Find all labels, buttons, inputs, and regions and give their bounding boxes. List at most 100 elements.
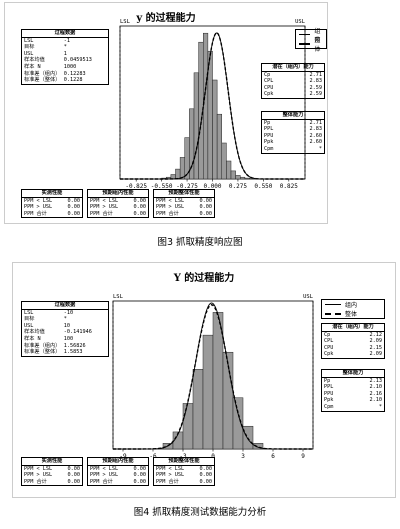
stat-value: 2.60: [309, 132, 323, 139]
histogram-bar: [202, 334, 214, 450]
stat-row: USL 10: [22, 323, 108, 330]
stat-label: CPU: [264, 84, 274, 91]
observed-performance-box-1: 实测性能 PPM < LSL 0.00 PPM > USL 0.00 PPM 合计 0.00: [21, 189, 83, 219]
stat-value: 0.00: [199, 197, 213, 204]
plot-frame: [119, 25, 306, 180]
stat-row: PPM < LSL 0.00: [22, 466, 82, 473]
stat-value: 2.09: [369, 351, 383, 358]
stat-row: 样本 N 100: [22, 336, 108, 343]
stat-value: 2.71: [309, 119, 323, 126]
stat-row: LSL -10: [22, 310, 108, 317]
box-header: 预期组内性能: [88, 190, 148, 198]
histogram-bar: [179, 157, 185, 180]
expected-overall-box-2: 预期整体性能 PPM < LSL 0.00 PPM > USL 0.00 PPM 合计 0.…: [153, 457, 215, 487]
stat-label: PPM < LSL: [90, 465, 119, 472]
stat-label: PPM > USL: [90, 204, 119, 211]
caption-1: 图3 抓取精度响应图: [157, 237, 243, 248]
overall-capability-box-1: 整体能力 Pp 2.71 PPL 2.83 PPU 2.60 Ppk 2.60 Cpm *: [261, 111, 325, 154]
histogram-bar: [226, 160, 232, 180]
stat-value: 1000: [63, 63, 77, 70]
stat-row: 样本均值 0.0459513: [22, 57, 108, 64]
stat-row: PPM 合计 0.00: [88, 211, 148, 218]
stat-value: 0.00: [67, 197, 81, 204]
stat-label: PPU: [324, 390, 334, 397]
stat-label: Cp: [324, 331, 331, 338]
stat-row: PPM 合计 0.00: [154, 211, 214, 218]
stat-label: USL: [24, 50, 34, 57]
stat-label: LSL: [24, 309, 34, 316]
stat-row: PPM > USL 0.00: [154, 472, 214, 479]
x-tick-label: 0.825: [280, 183, 298, 190]
stat-row: CPL 2.83: [262, 78, 324, 85]
stat-label: USL: [24, 322, 34, 329]
legend-item-overall: 整体: [322, 309, 384, 318]
histogram-bar: [162, 443, 174, 450]
stat-value: 0.00: [199, 210, 213, 217]
x-tick-label: 9: [301, 453, 305, 460]
stat-row: PPM > USL 0.00: [22, 204, 82, 211]
chart-title-2: Y 的过程能力: [173, 273, 235, 284]
stat-value: 2.13: [369, 377, 383, 384]
box-header: 潜在（组内）能力: [322, 324, 384, 332]
stat-value: 0.00: [133, 197, 147, 204]
box-header: 预期组内性能: [88, 458, 148, 466]
stat-value: 0.00: [199, 472, 213, 479]
stat-label: PPM > USL: [24, 472, 53, 479]
box-header: 潜在（组内）能力: [262, 64, 324, 72]
stat-label: PPM 合计: [90, 210, 113, 217]
stat-row: Ppk 2.60: [262, 139, 324, 146]
stat-value: 0.00: [67, 204, 81, 211]
histogram-bar: [242, 425, 254, 450]
observed-performance-box-2: 实测性能 PPM < LSL 0.00 PPM > USL 0.00 PPM 合计 0.00: [21, 457, 83, 487]
stat-row: Pp 2.13: [322, 378, 384, 385]
box-header: 实测性能: [22, 190, 82, 198]
stat-row: USL 1: [22, 51, 108, 58]
histogram-bar: [189, 108, 195, 180]
expected-overall-box-1: 预期整体性能 PPM < LSL 0.00 PPM > USL 0.00 PPM 合计 0.…: [153, 189, 215, 219]
stat-value: 1.5853: [63, 349, 83, 356]
stat-label: 样本 N: [24, 335, 41, 342]
stat-row: LSL -1: [22, 38, 108, 45]
x-tick-label: 0.550: [254, 183, 272, 190]
stat-label: Cp: [264, 71, 271, 78]
histogram-bar: [222, 351, 234, 450]
histogram-bar: [212, 79, 218, 180]
expected-within-box-1: 预期组内性能 PPM < LSL 0.00 PPM > USL 0.00 PPM 合计 0.…: [87, 189, 149, 219]
stat-value: 2.59: [309, 84, 323, 91]
stat-label: CPL: [264, 78, 274, 85]
stat-value: 0.00: [199, 478, 213, 485]
box-header: 实测性能: [22, 458, 82, 466]
stat-value: 2.10: [369, 384, 383, 391]
stat-label: PPM < LSL: [156, 465, 185, 472]
stat-row: PPM 合计 0.00: [22, 479, 82, 486]
stat-value: 2.12: [369, 331, 383, 338]
box-header: 过程数据: [22, 30, 108, 38]
x-tick-label: 6: [271, 453, 275, 460]
stat-row: Cpm *: [322, 404, 384, 411]
potential-capability-box-2: 潜在（组内）能力 Cp 2.12 CPL 2.09 CPU 2.15 Cpk 2.09: [321, 323, 385, 359]
stat-value: *: [63, 44, 67, 51]
box-header: 过程数据: [22, 302, 108, 310]
stat-label: PPU: [264, 132, 274, 139]
chart-title-1: y 的过程能力: [136, 13, 196, 24]
stat-label: 标准差（整体）: [24, 77, 61, 84]
stat-label: PPM > USL: [24, 204, 53, 211]
stat-label: Pp: [324, 377, 331, 384]
stat-value: 2.09: [369, 338, 383, 345]
stat-label: PPM < LSL: [24, 465, 53, 472]
stat-value: 0.00: [67, 465, 81, 472]
stat-label: Ppk: [324, 397, 334, 404]
stat-row: CPL 2.09: [322, 338, 384, 345]
histogram-bar: [182, 403, 194, 450]
histogram-bar: [170, 174, 176, 180]
stat-value: -1: [63, 37, 70, 44]
stat-value: 2.16: [369, 390, 383, 397]
stat-label: 样本 N: [24, 63, 41, 70]
stat-row: 目标 *: [22, 44, 108, 51]
stat-value: *: [63, 316, 67, 323]
stat-row: PPM > USL 0.00: [88, 204, 148, 211]
stat-label: LSL: [24, 37, 34, 44]
caption-2: 图4 抓取精度测试数据能力分析: [133, 507, 267, 518]
histogram-bar: [244, 177, 250, 180]
stat-value: 2.59: [309, 91, 323, 98]
